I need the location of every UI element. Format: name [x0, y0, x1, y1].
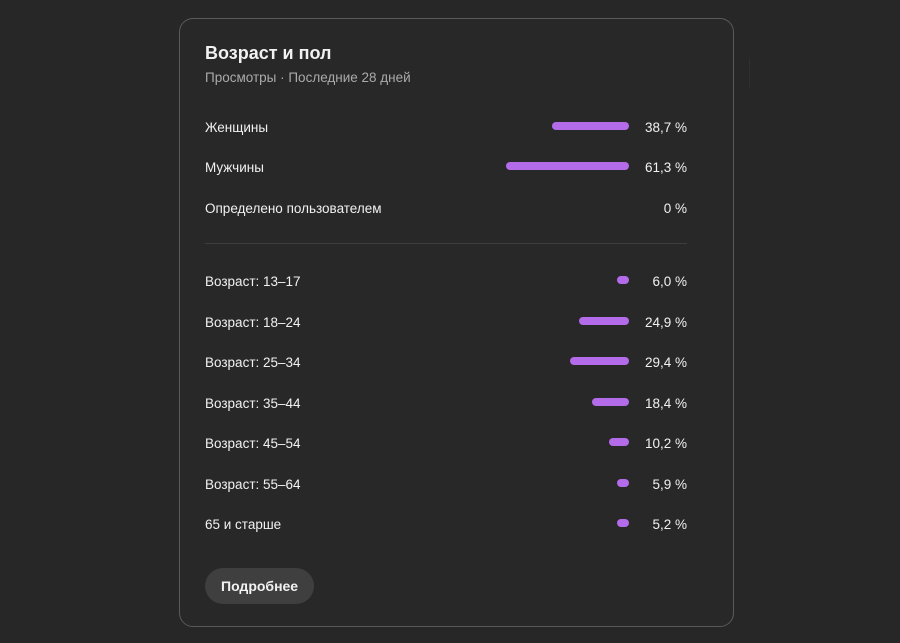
row-value: 5,9 %: [652, 477, 687, 492]
bar-track: [429, 357, 629, 365]
row-value: 24,9 %: [644, 315, 687, 330]
gender-row-female: Женщины 38,7 %: [205, 118, 687, 140]
age-row-45-54: Возраст: 45–54 10,2 %: [205, 434, 687, 456]
row-label: Мужчины: [205, 160, 264, 175]
row-label: Возраст: 25–34: [205, 355, 301, 370]
age-gender-card: Возраст и пол Просмотры · Последние 28 д…: [179, 18, 734, 627]
percent-bar: [579, 317, 629, 325]
age-row-18-24: Возраст: 18–24 24,9 %: [205, 313, 687, 335]
row-value: 10,2 %: [644, 436, 687, 451]
bar-track: [429, 122, 629, 130]
row-label: Возраст: 13–17: [205, 274, 301, 289]
age-row-55-64: Возраст: 55–64 5,9 %: [205, 475, 687, 497]
age-row-35-44: Возраст: 35–44 18,4 %: [205, 394, 687, 416]
row-label: Возраст: 55–64: [205, 477, 301, 492]
bar-track: [429, 519, 629, 527]
bar-track: [429, 203, 629, 211]
percent-bar: [551, 122, 629, 130]
section-divider: [205, 243, 687, 244]
row-value: 38,7 %: [644, 120, 687, 135]
row-label: 65 и старше: [205, 517, 282, 532]
details-button[interactable]: Подробнее: [205, 568, 315, 604]
card-title: Возраст и пол: [205, 43, 332, 63]
bar-track: [429, 438, 629, 446]
age-row-65-plus: 65 и старше 5,2 %: [205, 515, 687, 537]
bar-track: [429, 398, 629, 406]
row-label: Женщины: [205, 120, 269, 135]
bar-track: [429, 479, 629, 487]
row-value: 6,0 %: [652, 274, 687, 289]
age-row-25-34: Возраст: 25–34 29,4 %: [205, 353, 687, 375]
row-value: 29,4 %: [644, 355, 687, 370]
row-label: Возраст: 35–44: [205, 396, 301, 411]
background-edge-mark: [749, 58, 750, 88]
row-label: Возраст: 45–54: [205, 436, 301, 451]
percent-bar: [506, 162, 629, 170]
card-subtitle: Просмотры · Последние 28 дней: [205, 70, 411, 85]
row-label: Определено пользователем: [205, 201, 382, 216]
age-row-13-17: Возраст: 13–17 6,0 %: [205, 272, 687, 294]
row-value: 18,4 %: [644, 396, 687, 411]
gender-row-male: Мужчины 61,3 %: [205, 158, 687, 180]
percent-bar: [617, 479, 629, 487]
row-value: 5,2 %: [652, 517, 687, 532]
row-label: Возраст: 18–24: [205, 315, 301, 330]
percent-bar: [608, 438, 629, 446]
percent-bar: [570, 357, 629, 365]
percent-bar: [592, 398, 629, 406]
percent-bar: [617, 519, 629, 527]
gender-row-user-specified: Определено пользователем 0 %: [205, 199, 687, 221]
bar-track: [429, 317, 629, 325]
percent-bar: [617, 276, 629, 284]
row-value: 0 %: [663, 201, 687, 216]
row-value: 61,3 %: [644, 160, 687, 175]
bar-track: [429, 276, 629, 284]
bar-track: [429, 162, 629, 170]
